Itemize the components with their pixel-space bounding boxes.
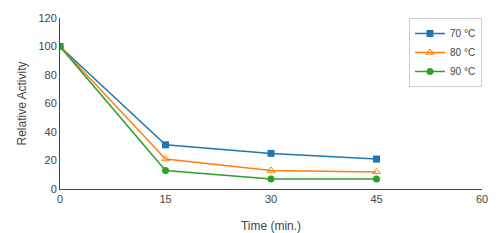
svg-text:Relative Activity: Relative Activity [15,61,29,145]
svg-text:60: 60 [476,193,488,205]
svg-text:100: 100 [38,40,56,52]
svg-text:70 °C: 70 °C [450,28,475,39]
svg-text:60: 60 [45,97,57,109]
svg-text:80: 80 [45,69,57,81]
svg-text:80 °C: 80 °C [450,47,475,58]
svg-text:Time (min.): Time (min.) [241,219,301,233]
svg-text:0: 0 [51,183,57,195]
svg-text:45: 45 [370,193,382,205]
svg-text:40: 40 [45,126,57,138]
svg-text:120: 120 [38,12,56,24]
svg-text:15: 15 [159,193,171,205]
svg-text:20: 20 [45,154,57,166]
svg-text:0: 0 [57,193,63,205]
svg-text:30: 30 [265,193,277,205]
svg-text:90 °C: 90 °C [450,66,475,77]
